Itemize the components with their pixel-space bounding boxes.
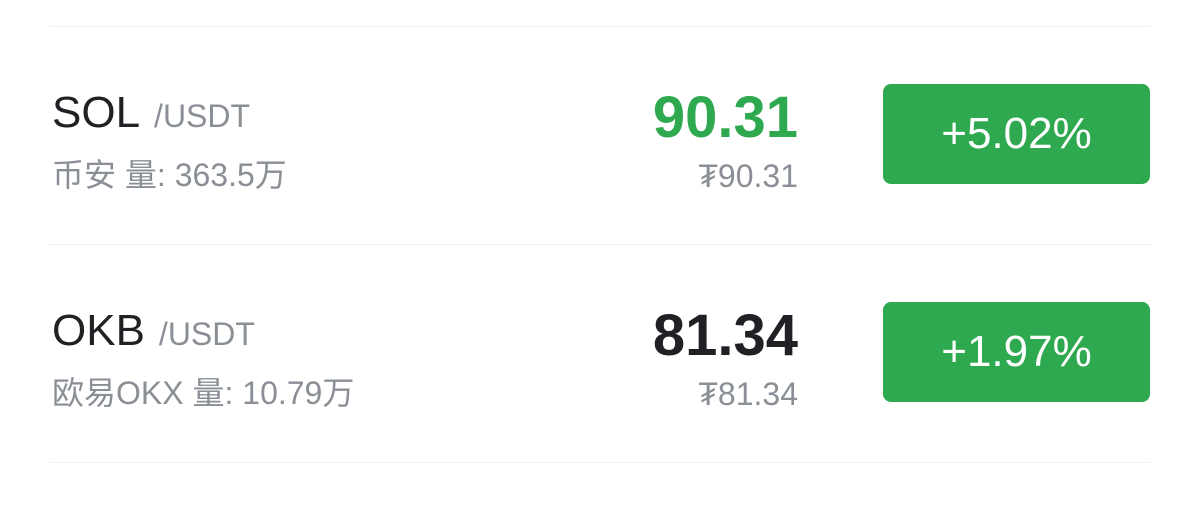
- quote-symbol: /USDT: [158, 316, 255, 352]
- change-badge[interactable]: +1.97%: [883, 302, 1150, 402]
- pair-name: OKB/USDT: [52, 306, 255, 356]
- exchange-volume: 欧易OKX 量: 10.79万: [52, 368, 354, 414]
- fiat-price: ₮90.31: [698, 158, 798, 194]
- divider: [50, 244, 1150, 245]
- exchange-volume: 币安 量: 363.5万: [52, 150, 287, 196]
- pair-name: SOL/USDT: [52, 88, 250, 138]
- volume: 量: 363.5万: [124, 157, 287, 193]
- change-badge[interactable]: +5.02%: [883, 84, 1150, 184]
- last-price: 90.31: [652, 85, 798, 150]
- fiat-price: ₮81.34: [698, 376, 798, 412]
- divider: [50, 462, 1150, 463]
- market-row-sol[interactable]: SOL/USDT 币安 量: 363.5万 90.31 ₮90.31 +5.02…: [0, 84, 1200, 288]
- last-price: 81.34: [652, 303, 798, 368]
- base-symbol: OKB: [52, 306, 145, 355]
- market-row-okb[interactable]: OKB/USDT 欧易OKX 量: 10.79万 81.34 ₮81.34 +1…: [0, 302, 1200, 506]
- quote-symbol: /USDT: [154, 98, 251, 134]
- volume: 量: 10.79万: [192, 375, 355, 411]
- base-symbol: SOL: [52, 88, 141, 137]
- divider: [50, 26, 1150, 27]
- exchange-name: 币安: [52, 157, 117, 193]
- exchange-name: 欧易OKX: [52, 375, 184, 411]
